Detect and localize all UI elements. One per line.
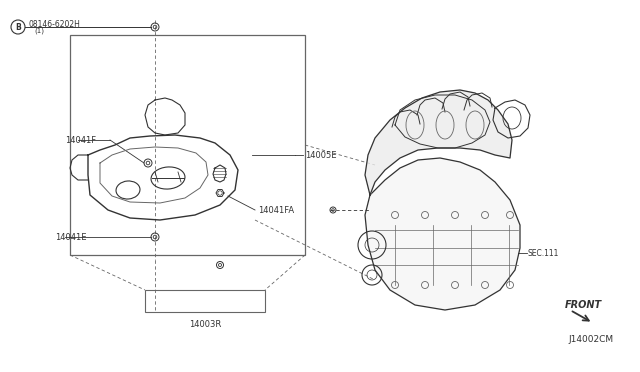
Text: 14041F: 14041F: [65, 135, 96, 144]
Bar: [70, 35, 305, 255]
Text: 14005E: 14005E: [305, 151, 337, 160]
Text: J14002CM: J14002CM: [568, 336, 613, 344]
Bar: [145, 290, 265, 312]
Text: 14041FA: 14041FA: [258, 205, 294, 215]
Text: 14003R: 14003R: [189, 320, 221, 329]
Text: (1): (1): [34, 28, 44, 34]
Text: B: B: [15, 22, 21, 32]
Text: FRONT: FRONT: [565, 300, 602, 310]
Text: 08146-6202H: 08146-6202H: [28, 19, 80, 29]
Polygon shape: [365, 158, 520, 310]
Polygon shape: [365, 90, 512, 195]
Text: SEC.111: SEC.111: [528, 248, 559, 257]
Text: 14041E: 14041E: [55, 232, 86, 241]
